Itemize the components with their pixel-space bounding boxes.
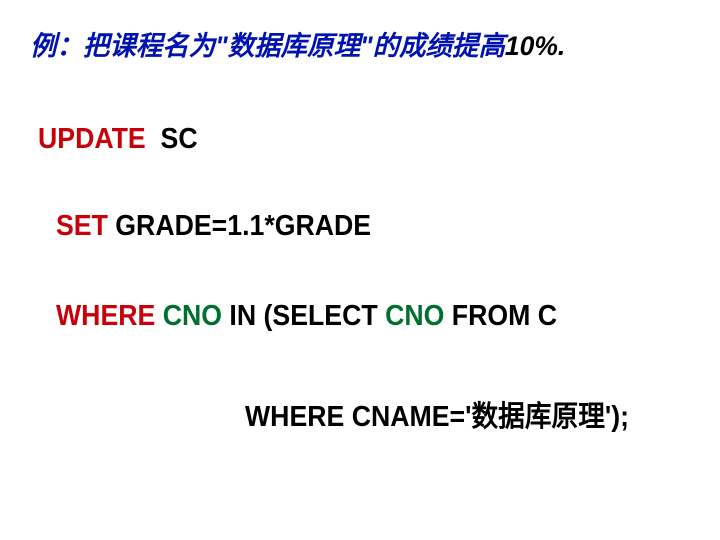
code-line-4-part-0: WHERE CNAME='数据库原理'); bbox=[245, 401, 629, 433]
code-line-1: UPDATE SC bbox=[38, 123, 198, 156]
code-line-3-part-0: WHERE bbox=[56, 300, 163, 332]
code-line-3: WHERE CNO IN (SELECT CNO FROM C bbox=[56, 300, 557, 333]
code-line-3-part-4: FROM C bbox=[444, 300, 557, 332]
title-part-1: 10%. bbox=[505, 31, 565, 61]
title-part-0: 例：把课程名为"数据库原理"的成绩提高 bbox=[30, 31, 505, 61]
code-line-1-part-1: SC bbox=[146, 123, 198, 155]
code-line-4: WHERE CNAME='数据库原理'); bbox=[245, 393, 629, 435]
code-line-3-part-3: CNO bbox=[385, 300, 444, 332]
code-line-2: SET GRADE=1.1*GRADE bbox=[56, 210, 371, 243]
slide-title: 例：把课程名为"数据库原理"的成绩提高10%. bbox=[30, 24, 565, 63]
code-line-2-part-1: GRADE=1.1*GRADE bbox=[108, 210, 371, 242]
code-line-3-part-2: IN (SELECT bbox=[222, 300, 385, 332]
code-line-1-part-0: UPDATE bbox=[38, 123, 146, 155]
code-line-3-part-1: CNO bbox=[163, 300, 222, 332]
slide: 例：把课程名为"数据库原理"的成绩提高10%. UPDATE SC SET GR… bbox=[0, 0, 720, 540]
code-line-2-part-0: SET bbox=[56, 210, 108, 242]
